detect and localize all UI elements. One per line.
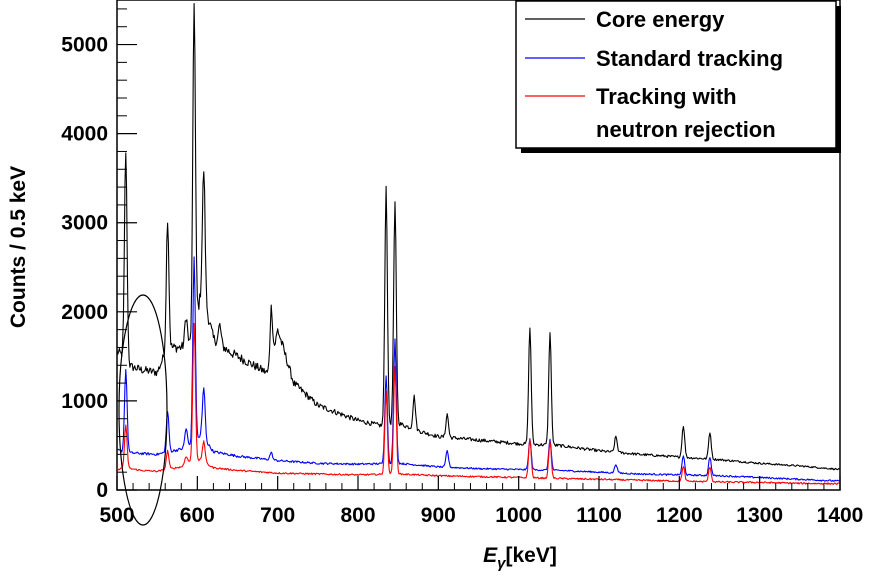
legend-label-core: Core energy bbox=[596, 7, 725, 32]
x-tick-label: 600 bbox=[180, 504, 215, 527]
x-tick-label: 900 bbox=[421, 504, 456, 527]
legend: Core energy Standard tracking Tracking w… bbox=[515, 0, 841, 153]
y-tick-label: 3000 bbox=[61, 212, 108, 235]
annotation-ellipse bbox=[118, 294, 168, 526]
x-tick-label: 1000 bbox=[495, 504, 542, 527]
series-line-0 bbox=[117, 2, 840, 471]
series-line-2 bbox=[117, 322, 840, 485]
y-tick-label: 1000 bbox=[61, 390, 108, 413]
legend-label-rejection-line2: neutron rejection bbox=[596, 117, 776, 142]
y-axis-title: Counts / 0.5 keV bbox=[7, 166, 30, 328]
x-tick-label: 1100 bbox=[576, 504, 622, 527]
plot-frame bbox=[116, 0, 841, 491]
x-axis-title: Eγ[keV] bbox=[483, 544, 557, 572]
legend-label-standard: Standard tracking bbox=[596, 46, 783, 71]
x-axis-title-unit: [keV] bbox=[506, 544, 557, 567]
x-axis-title-sub: γ bbox=[497, 555, 507, 572]
x-tick-label: 1200 bbox=[656, 504, 703, 527]
legend-box bbox=[515, 0, 837, 149]
x-axis-title-main: E bbox=[483, 544, 498, 567]
series-line-1 bbox=[117, 256, 840, 482]
x-tick-label: 700 bbox=[260, 504, 295, 527]
y-tick-label: 0 bbox=[96, 479, 108, 502]
x-tick-label: 800 bbox=[340, 504, 375, 527]
x-tick-label: 1400 bbox=[817, 504, 864, 527]
legend-label-rejection: Tracking with neutron rejection bbox=[596, 84, 776, 142]
y-tick-label: 4000 bbox=[61, 123, 108, 146]
legend-label-rejection-line1: Tracking with bbox=[596, 84, 737, 109]
x-tick-label: 500 bbox=[99, 504, 134, 527]
y-tick-label: 5000 bbox=[61, 34, 108, 57]
x-tick-label: 1300 bbox=[736, 504, 783, 527]
y-tick-label: 2000 bbox=[61, 301, 108, 324]
